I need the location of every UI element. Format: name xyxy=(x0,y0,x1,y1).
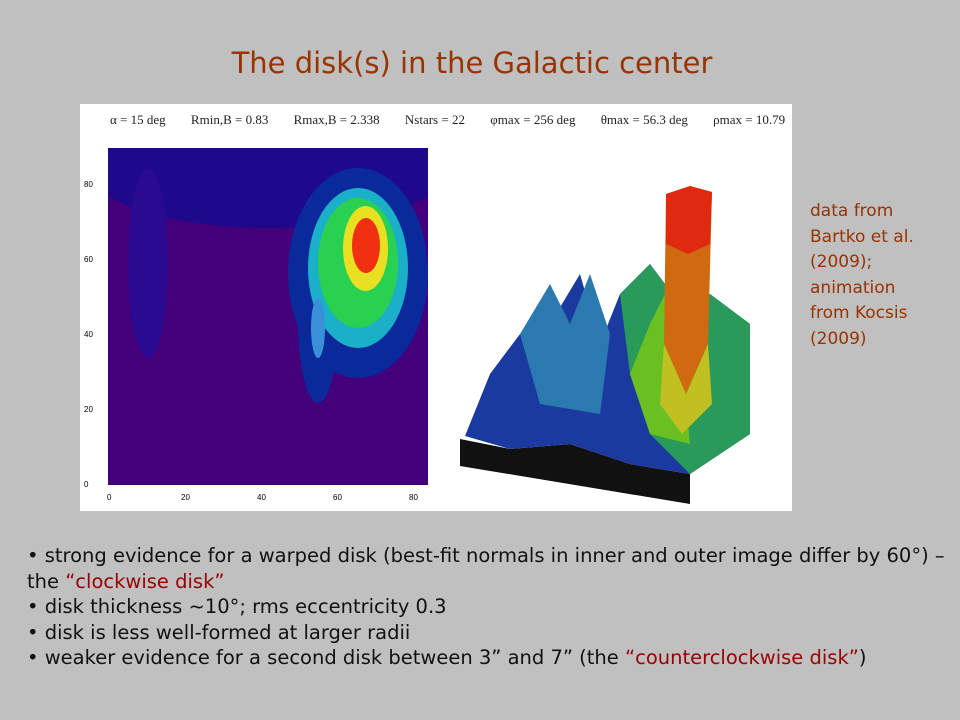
highlight-text: “counterclockwise disk” xyxy=(625,646,859,669)
y-tick: 40 xyxy=(84,330,93,339)
param: ρmax = 10.79 xyxy=(713,112,786,127)
contour-peak xyxy=(352,218,380,273)
bullet-text: • weaker evidence for a second disk betw… xyxy=(27,646,625,669)
bullet-item: • strong evidence for a warped disk (bes… xyxy=(27,543,947,594)
surface-peak-top xyxy=(666,186,712,254)
surface-plot xyxy=(460,186,750,504)
param: Rmax,B = 2.338 xyxy=(293,112,380,127)
bullet-item: • disk thickness ~10°; rms eccentricity … xyxy=(27,594,947,620)
bullet-item: • disk is less well-formed at larger rad… xyxy=(27,620,947,646)
y-tick: 60 xyxy=(84,255,93,264)
x-tick: 80 xyxy=(409,493,418,502)
param: Rmin,B = 0.83 xyxy=(190,112,269,127)
source-note: data from Bartko et al. (2009); animatio… xyxy=(810,199,914,352)
note-line: data from xyxy=(810,201,894,221)
x-tick: 0 xyxy=(107,493,112,502)
figure-parameters: α = 15 deg Rmin,B = 0.83 Rmax,B = 2.338 … xyxy=(110,112,807,128)
contour-region xyxy=(311,298,325,358)
y-tick: 20 xyxy=(84,405,93,414)
highlight-text: “clockwise disk” xyxy=(65,569,225,593)
param: φmax = 256 deg xyxy=(490,112,576,127)
note-line: (2009) xyxy=(810,328,867,349)
bullet-list: • strong evidence for a warped disk (bes… xyxy=(27,543,947,671)
x-tick: 60 xyxy=(333,493,342,502)
note-line: from Kocsis xyxy=(810,303,908,323)
bullet-text: • disk thickness ~10°; rms eccentricity … xyxy=(27,595,447,618)
param: θmax = 56.3 deg xyxy=(600,112,688,127)
x-tick: 20 xyxy=(181,493,190,502)
param: Nstars = 22 xyxy=(404,112,465,127)
note-line: Bartko et al. xyxy=(810,226,914,247)
bullet-text: ) xyxy=(858,646,867,669)
y-tick: 0 xyxy=(84,480,89,489)
bullet-text: • strong evidence for a warped disk (bes… xyxy=(27,544,945,593)
bullet-item: • weaker evidence for a second disk betw… xyxy=(27,645,947,671)
x-tick: 40 xyxy=(257,493,266,502)
figure: α = 15 deg Rmin,B = 0.83 Rmax,B = 2.338 … xyxy=(80,104,792,511)
y-tick: 80 xyxy=(84,180,93,189)
param: α = 15 deg xyxy=(110,112,166,127)
slide-title: The disk(s) in the Galactic center xyxy=(231,46,713,80)
surface-facet xyxy=(660,344,712,434)
surface-facet xyxy=(520,274,610,414)
note-line: animation xyxy=(810,277,896,298)
surface-base xyxy=(460,439,690,504)
bullet-text: • disk is less well-formed at larger rad… xyxy=(27,620,411,644)
contour-map xyxy=(108,148,428,485)
contour-region xyxy=(128,168,168,358)
note-line: (2009); xyxy=(810,252,873,272)
